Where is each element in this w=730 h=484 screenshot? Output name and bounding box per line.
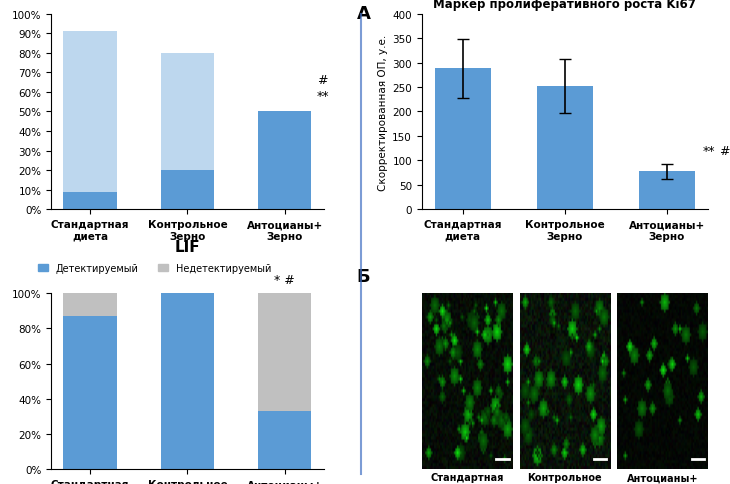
X-axis label: Антоцианы+
Зерно: Антоцианы+ Зерно bbox=[627, 472, 699, 484]
Bar bbox=[161, 54, 214, 210]
Text: А: А bbox=[356, 5, 370, 23]
Y-axis label: Скорректированная ОП, у.е.: Скорректированная ОП, у.е. bbox=[378, 34, 388, 190]
Bar bbox=[161, 171, 214, 210]
Bar bbox=[258, 112, 312, 210]
X-axis label: Контрольное
Зерно: Контрольное Зерно bbox=[528, 472, 602, 484]
Text: **: ** bbox=[703, 144, 715, 157]
Bar bbox=[64, 294, 117, 469]
Text: #: # bbox=[716, 144, 730, 157]
Bar bbox=[258, 112, 312, 210]
Bar bbox=[161, 294, 214, 469]
Text: #: # bbox=[317, 74, 327, 87]
Bar bbox=[258, 294, 312, 469]
Title: LIF: LIF bbox=[174, 240, 200, 255]
Bar bbox=[537, 87, 593, 210]
Text: **: ** bbox=[317, 90, 329, 103]
Title: Маркер пролиферативного роста Ki67: Маркер пролиферативного роста Ki67 bbox=[434, 0, 696, 11]
Legend: Детектируемый, Недетектируемый: Детектируемый, Недетектируемый bbox=[34, 260, 275, 277]
Bar bbox=[639, 172, 695, 210]
Bar bbox=[64, 317, 117, 469]
Bar bbox=[161, 294, 214, 469]
Legend: С метастазами, Без метастазов: С метастазами, Без метастазов bbox=[36, 0, 256, 2]
Bar bbox=[435, 69, 491, 210]
Bar bbox=[64, 193, 117, 210]
Bar bbox=[258, 411, 312, 469]
X-axis label: Стандартная
диета: Стандартная диета bbox=[430, 472, 504, 484]
Bar bbox=[64, 32, 117, 210]
Text: * #: * # bbox=[274, 273, 295, 287]
Text: Б: Б bbox=[356, 267, 370, 285]
